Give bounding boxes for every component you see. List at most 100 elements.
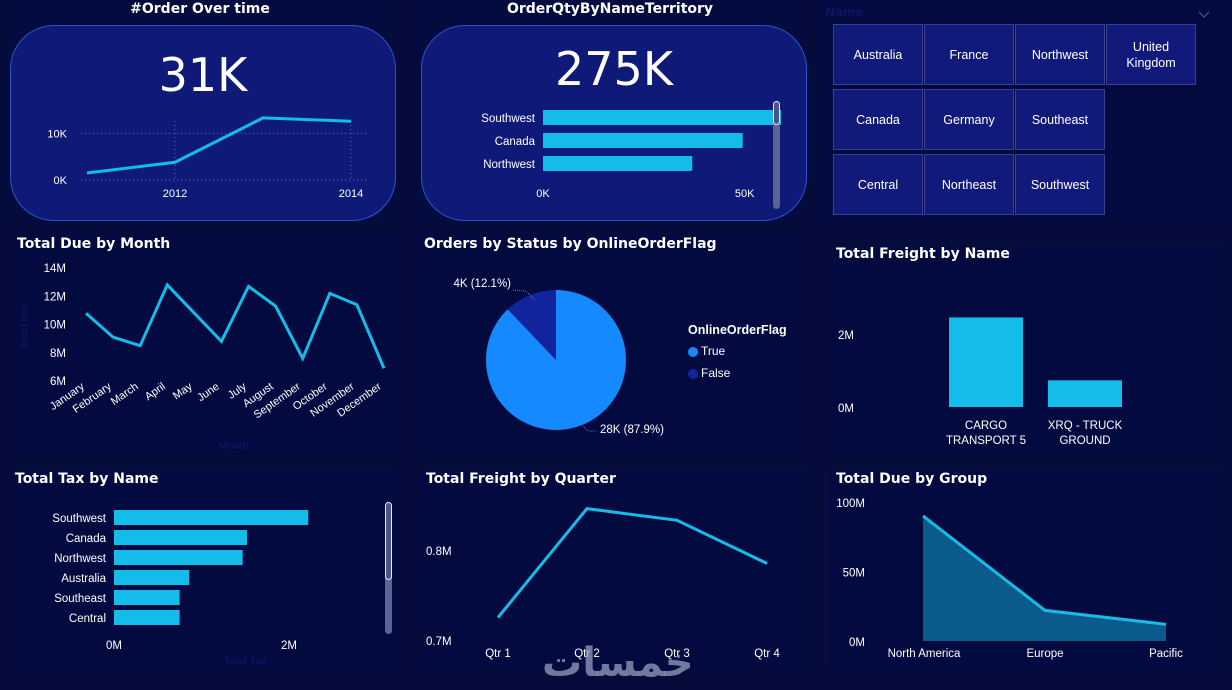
bar bbox=[543, 156, 693, 171]
order-qty-scrollbar[interactable] bbox=[773, 101, 780, 209]
due-group-panel: Total Due by Group 0M 50M 100M North Americ… bbox=[830, 470, 1224, 670]
y-tick-label: 100M bbox=[836, 498, 865, 510]
y-tick-label: 10K bbox=[47, 128, 67, 140]
slicer-item[interactable]: Northeast bbox=[924, 154, 1014, 215]
x-tick-label: North America bbox=[888, 648, 961, 660]
legend-dot-true bbox=[688, 346, 698, 357]
x-tick-label: Europe bbox=[1026, 648, 1063, 660]
tax-name-title: Total Tax by Name bbox=[15, 471, 159, 487]
slicer-item[interactable]: Canada bbox=[833, 89, 923, 150]
tax-name-panel: Total Tax by Name Southwest Canada Northwe… bbox=[10, 470, 398, 670]
legend-item-false[interactable]: False bbox=[688, 366, 787, 380]
bar bbox=[949, 317, 1023, 407]
x-tick-label: XRQ - TRUCK bbox=[1048, 420, 1123, 432]
area-fill bbox=[923, 515, 1166, 641]
slicer-item[interactable]: Northwest bbox=[1015, 24, 1105, 85]
bar bbox=[114, 610, 180, 625]
freight-quarter-title: Total Freight by Quarter bbox=[426, 471, 616, 487]
x-tick-label: 0K bbox=[536, 188, 550, 200]
bar bbox=[114, 530, 247, 545]
x-tick-label: Qtr 4 bbox=[754, 648, 780, 660]
y-tick-label: 0.8M bbox=[426, 546, 452, 558]
legend-label-true: True bbox=[701, 344, 726, 358]
bar bbox=[114, 510, 309, 525]
order-line bbox=[86, 116, 352, 175]
slicer-item[interactable]: Southwest bbox=[1015, 154, 1105, 215]
order-qty-title: OrderQtyByNameTerritory bbox=[506, 1, 714, 17]
bar bbox=[1048, 380, 1122, 407]
x-tick-label: 2014 bbox=[339, 188, 363, 200]
y-tick-label: 0K bbox=[54, 175, 68, 187]
freight-quarter-line bbox=[496, 507, 768, 619]
slicer-item[interactable]: United Kingdom bbox=[1106, 24, 1196, 85]
x-tick-label: GROUND bbox=[1059, 435, 1110, 447]
slicer-item[interactable]: Southeast bbox=[1015, 89, 1105, 150]
x-tick-label: 2012 bbox=[163, 188, 187, 200]
order-over-time-card[interactable]: 31K 0K 10K 2012 2014 bbox=[10, 25, 396, 221]
category-label: Southeast bbox=[54, 593, 107, 605]
x-tick-label: CARGO bbox=[965, 420, 1007, 432]
label-leader bbox=[579, 422, 596, 432]
y-tick-label: 0.7M bbox=[426, 636, 452, 648]
pie-legend-title: OnlineOrderFlag bbox=[688, 323, 787, 337]
total-due-month-panel: Total Due by Month 6M 8M 10M 12M 14M January F… bbox=[12, 233, 400, 455]
y-tick-label: 0M bbox=[838, 403, 854, 415]
x-tick-label: April bbox=[143, 381, 168, 403]
tax-scroll-thumb[interactable] bbox=[385, 502, 392, 580]
y-tick-label: 0M bbox=[849, 637, 865, 649]
category-label: Southwest bbox=[52, 513, 107, 525]
slicer-item[interactable]: Central bbox=[833, 154, 923, 215]
due-group-title: Total Due by Group bbox=[836, 471, 988, 487]
freight-quarter-chart: 0.7M 0.8M Qtr 1 Qtr 2 Qtr 3 Qtr 4 bbox=[426, 507, 780, 660]
legend-item-true[interactable]: True bbox=[688, 344, 787, 358]
data-label-false: 4K (12.1%) bbox=[453, 278, 511, 290]
bar bbox=[114, 570, 190, 585]
slicer-header: Name bbox=[825, 5, 864, 19]
category-label: Canada bbox=[66, 533, 107, 545]
x-axis-title: Month bbox=[219, 441, 249, 452]
orders-status-title: Orders by Status by OnlineOrderFlag bbox=[424, 236, 717, 252]
y-tick-label: 14M bbox=[44, 263, 66, 275]
chevron-down-icon[interactable] bbox=[1198, 4, 1210, 18]
y-tick-label: 2M bbox=[838, 330, 854, 342]
x-tick-label: Qtr 2 bbox=[574, 648, 600, 660]
x-tick-label: 2M bbox=[281, 640, 297, 652]
x-tick-label: Pacific bbox=[1149, 648, 1183, 660]
slicer-item[interactable]: Germany bbox=[924, 89, 1014, 150]
orders-status-pie: 4K (12.1%) 28K (87.9%) bbox=[453, 278, 664, 436]
y-tick-label: 10M bbox=[44, 320, 66, 332]
order-over-time-chart: 0K 10K 2012 2014 bbox=[47, 116, 366, 200]
bar bbox=[114, 550, 243, 565]
order-qty-scroll-thumb[interactable] bbox=[773, 101, 780, 125]
pie-legend: OnlineOrderFlag True False bbox=[688, 323, 787, 380]
x-tick-label: March bbox=[109, 381, 141, 408]
x-tick-label: May bbox=[171, 380, 195, 402]
x-tick-label: Qtr 3 bbox=[664, 648, 690, 660]
watermark-logo: خمسات bbox=[542, 640, 694, 686]
label-leader bbox=[512, 289, 536, 301]
orders-status-panel: Orders by Status by OnlineOrderFlag 4K (… bbox=[418, 233, 806, 455]
y-tick-label: 8M bbox=[50, 348, 66, 360]
bar bbox=[114, 590, 180, 605]
category-label: Canada bbox=[495, 136, 536, 148]
name-slicer-panel: Name Australia France Northwest United King… bbox=[820, 0, 1230, 222]
x-tick-label: June bbox=[195, 381, 221, 405]
freight-name-panel: Total Freight by Name 0M 2M CARGO TRANSPORT… bbox=[826, 246, 1224, 456]
order-qty-panel: OrderQtyByNameTerritory 275K Southwest Ca… bbox=[414, 0, 807, 222]
slicer-item[interactable]: France bbox=[924, 24, 1014, 85]
category-label: Australia bbox=[61, 573, 106, 585]
order-qty-kpi: 275K bbox=[555, 42, 673, 96]
due-group-chart: 0M 50M 100M North America Europe Pacific bbox=[836, 498, 1183, 660]
tax-name-chart: Southwest Canada Northwest Australia Southea… bbox=[52, 510, 309, 667]
order-qty-card[interactable]: 275K Southwest Canada Northwest 0K 50K bbox=[421, 25, 807, 221]
bar bbox=[543, 110, 781, 125]
tax-scrollbar[interactable] bbox=[385, 502, 392, 634]
pie-slice-false bbox=[507, 290, 556, 360]
order-qty-chart: Southwest Canada Northwest 0K 50K bbox=[481, 110, 781, 200]
category-label: Southwest bbox=[481, 113, 536, 125]
slicer-item[interactable]: Australia bbox=[833, 24, 923, 85]
order-over-time-title: #Order Over time bbox=[130, 1, 270, 17]
y-tick-label: 50M bbox=[843, 568, 865, 580]
order-over-time-panel: #Order Over time 31K 0K 10K 2012 2014 bbox=[4, 0, 396, 222]
y-axis-title: Total Due bbox=[20, 302, 31, 347]
